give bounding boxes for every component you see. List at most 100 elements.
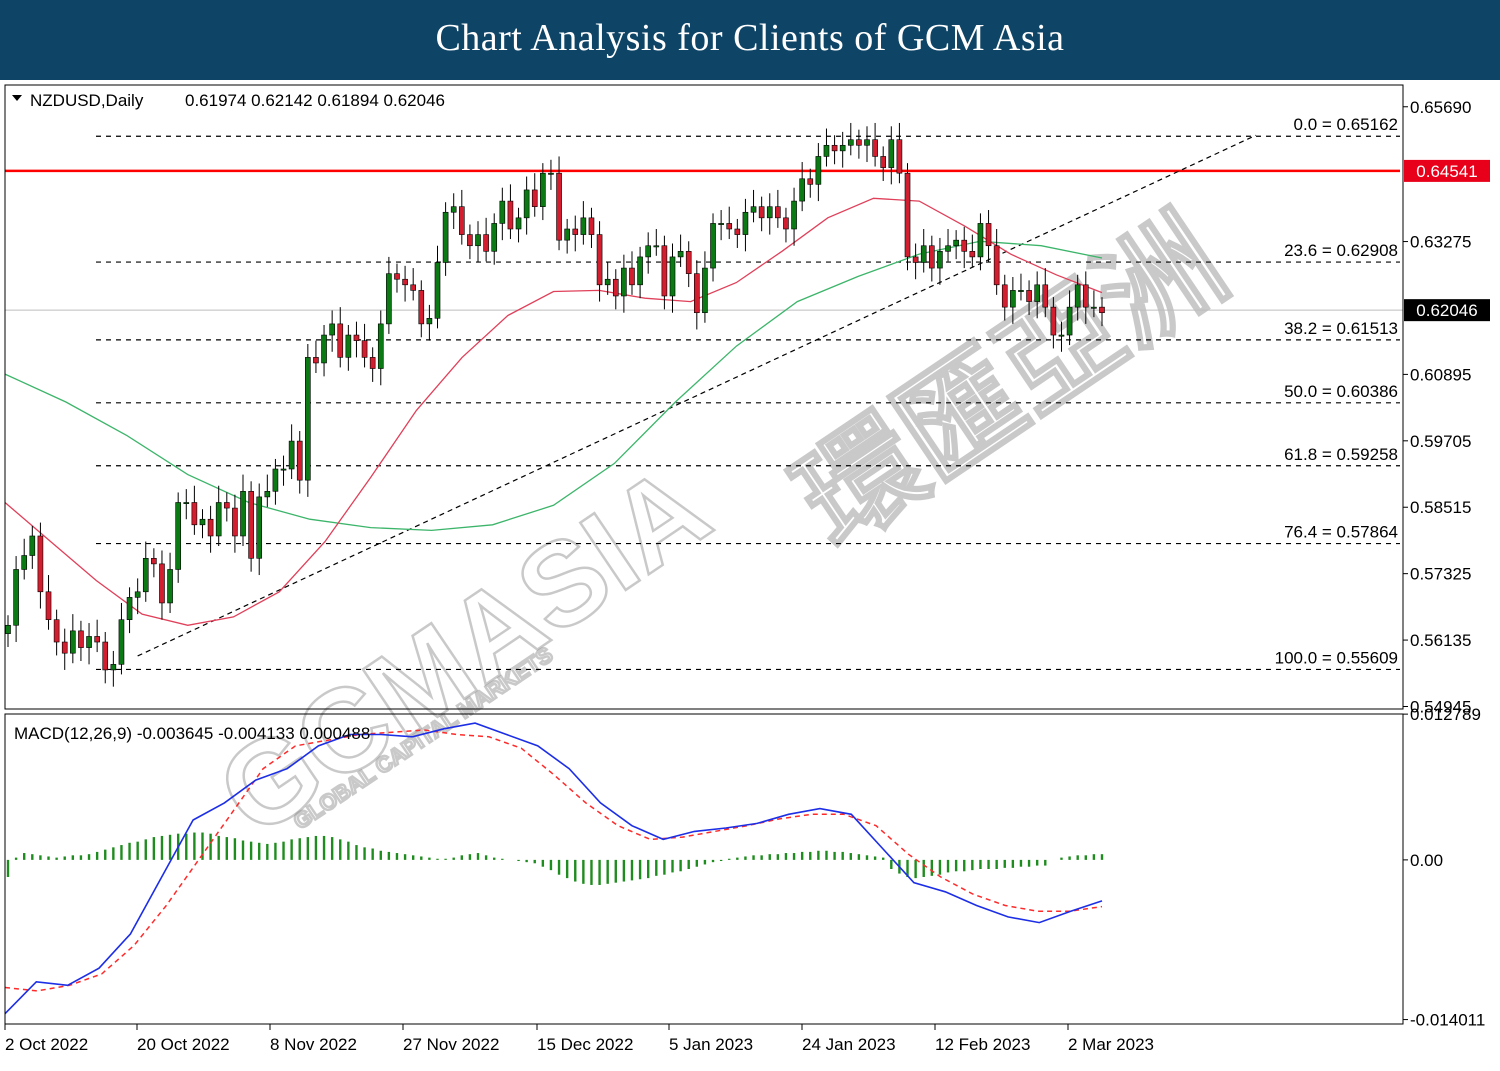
candle-body [653, 245, 660, 248]
candle-body [483, 234, 489, 252]
candle-body [766, 206, 773, 219]
candle-body [240, 491, 246, 537]
candle-body [1026, 290, 1032, 302]
axes: 0.65690 0.63275 0.60895 0.59705 0.58515 0.573… [4, 98, 1490, 1054]
candle-body [1074, 284, 1081, 308]
candle-body [1042, 284, 1049, 308]
date-axis-label: 12 Feb 2023 [935, 1035, 1030, 1054]
candle-body [248, 491, 254, 559]
price-axis-label: 0.60895 [1410, 365, 1471, 384]
price-axis-label: 0.56135 [1410, 631, 1471, 650]
moving-average-fast [4, 197, 1103, 626]
candle-body [661, 245, 668, 297]
candle-body [1091, 306, 1097, 309]
candle-body [807, 178, 814, 185]
candle-body [361, 340, 368, 358]
macd-axis-label: -0.014011 [1410, 1011, 1485, 1030]
current-price-tag: 0.62046 [1416, 301, 1477, 320]
candle-body [1001, 284, 1008, 308]
candle-body [142, 558, 149, 593]
fib-level-label: 100.0 = 0.55609 [1275, 648, 1398, 667]
candle-body [888, 139, 895, 168]
candle-body [742, 211, 749, 235]
candle-body [369, 357, 376, 369]
candle-body [29, 535, 36, 556]
candle-body [572, 228, 579, 235]
candle-body [645, 245, 652, 258]
candle-body [847, 139, 854, 146]
candle-body [750, 206, 757, 213]
candle-body [94, 636, 100, 643]
candle-body [523, 189, 530, 219]
candle-body [548, 172, 554, 175]
macd-panel-frame [4, 713, 1404, 1025]
candle-body [791, 200, 797, 230]
candle-body [134, 591, 141, 598]
candle-body [272, 468, 279, 492]
candle-body [694, 273, 700, 314]
candle-body [953, 239, 959, 247]
candle-body [215, 502, 222, 537]
candle-body [223, 502, 230, 509]
macd-axis-label: 0.00 [1410, 851, 1443, 870]
candle-body [604, 278, 611, 286]
symbol-dropdown-icon[interactable] [12, 95, 22, 101]
resistance-tag-box [1404, 159, 1490, 182]
candle-body [612, 278, 619, 297]
candle-body [969, 251, 976, 258]
macd-panel-series [4, 722, 1104, 1015]
candle-body [280, 468, 287, 471]
candle-body [920, 245, 927, 263]
candle-body [556, 172, 562, 241]
candle-body [531, 189, 538, 207]
candle-body [839, 144, 846, 152]
price-axis-label: 0.58515 [1410, 498, 1471, 517]
candle-body [629, 267, 635, 286]
price-panel-frame [4, 84, 1404, 710]
candle-body [580, 217, 587, 235]
fib-level-label: 61.8 = 0.59258 [1284, 445, 1398, 464]
candle-body [815, 156, 822, 185]
candle-body [718, 223, 724, 225]
candle-body [702, 267, 708, 314]
candle-body [199, 518, 206, 526]
candle-body [677, 251, 684, 258]
candle-body [337, 323, 344, 358]
candle-body [540, 172, 546, 207]
date-axis-label: 15 Dec 2022 [537, 1035, 633, 1054]
candle-body [961, 239, 968, 252]
candle-body [86, 636, 92, 648]
candle-body [183, 502, 190, 504]
candle-body [264, 491, 271, 498]
candle-body [313, 357, 319, 364]
candle-body [1082, 284, 1089, 308]
candle-body [669, 256, 676, 297]
chart-background [0, 80, 1500, 1071]
date-axis-label: 5 Jan 2023 [669, 1035, 753, 1054]
banner-title: Chart Analysis for Clients of GCM Asia [435, 17, 1065, 59]
candle-body [945, 245, 951, 252]
candle-body [288, 440, 295, 470]
fib-level-label: 38.2 = 0.61513 [1284, 319, 1398, 338]
current-price-tag-box [1404, 299, 1490, 322]
candle-body [232, 507, 238, 537]
date-axis-label: 24 Jan 2023 [802, 1035, 896, 1054]
candle-body [377, 323, 384, 369]
candle-body [896, 139, 903, 174]
candle-body [410, 284, 416, 291]
candle-body [1010, 290, 1016, 308]
candle-body [1034, 284, 1040, 302]
candle-body [872, 139, 878, 157]
candle-body [353, 334, 360, 341]
macd-line [4, 722, 1103, 1015]
candle-body [491, 223, 498, 252]
price-panel-header: NZDUSD,Daily 0.61974 0.62142 0.61894 0.6… [12, 91, 445, 110]
fib-level-label: 0.0 = 0.65162 [1294, 115, 1398, 134]
candle-body [467, 234, 473, 247]
candle-body [799, 178, 805, 202]
candle-body [1018, 290, 1024, 292]
candle-body [159, 563, 165, 604]
candle-body [856, 139, 862, 146]
candle-body [507, 200, 514, 230]
